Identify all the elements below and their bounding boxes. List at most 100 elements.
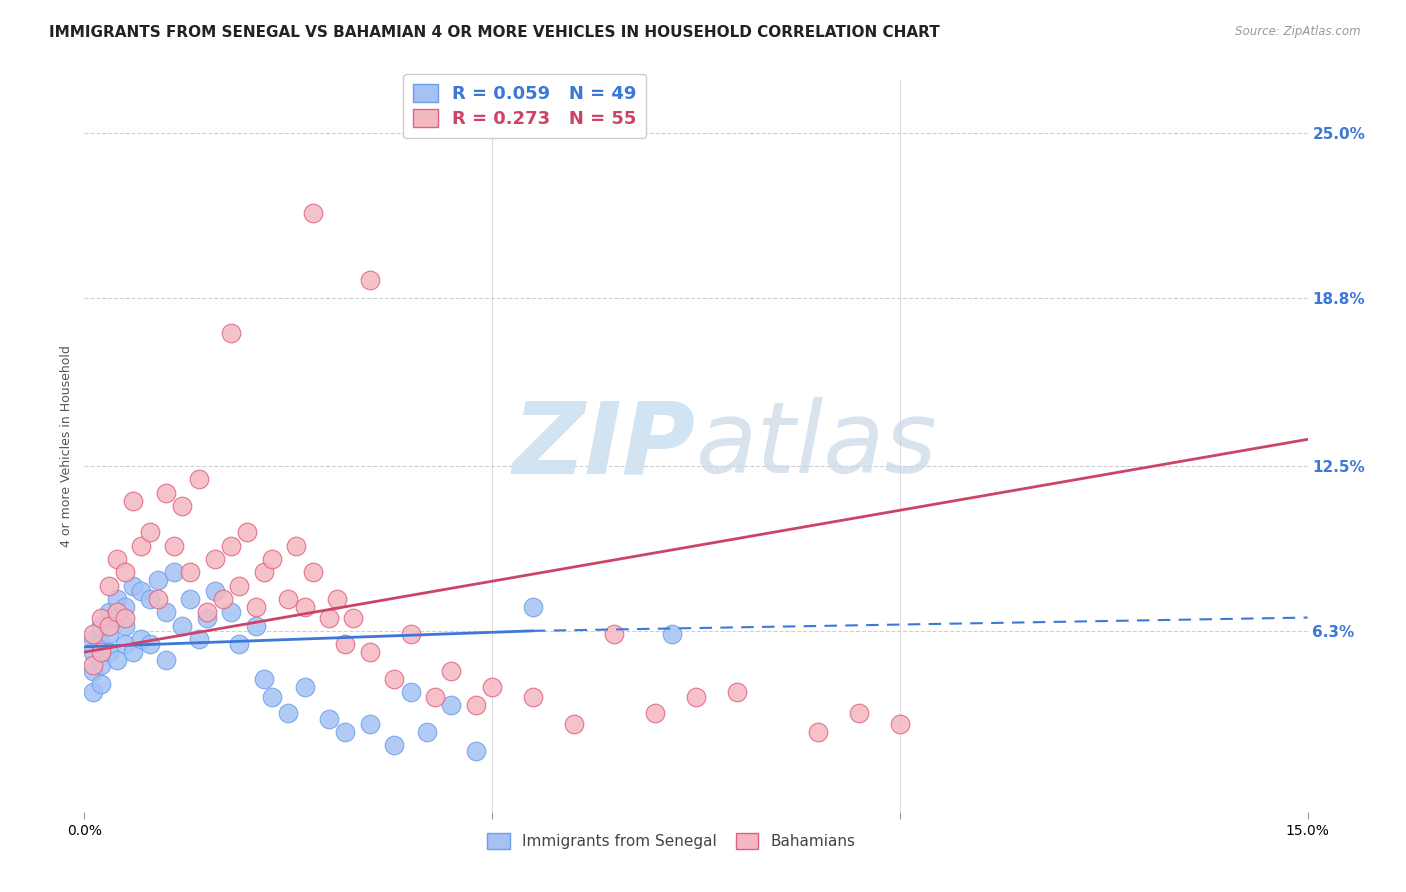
Point (260, 552, 283, 566)
Point (155, 485, 177, 500)
Point (97, 626, 120, 640)
Point (661, 626, 683, 640)
Point (195, 605, 218, 619)
Point (131, 584, 153, 599)
Point (423, 690, 446, 705)
Point (114, 618, 136, 632)
Point (219, 326, 242, 340)
Point (399, 685, 422, 699)
Point (122, 645, 145, 659)
Point (382, 738, 405, 752)
Point (416, 725, 439, 739)
Text: atlas: atlas (696, 398, 938, 494)
Point (105, 610, 128, 624)
Point (82, 664, 104, 678)
Point (326, 591, 349, 606)
Point (97, 605, 120, 619)
Point (114, 610, 136, 624)
Point (187, 632, 209, 646)
Point (245, 599, 267, 614)
Point (318, 610, 340, 624)
Point (122, 493, 145, 508)
Point (253, 672, 276, 686)
Point (82, 685, 104, 699)
Point (807, 725, 830, 739)
Point (105, 605, 128, 619)
Point (277, 706, 299, 721)
Point (285, 539, 308, 553)
Point (399, 626, 422, 640)
Y-axis label: 4 or more Vehicles in Household: 4 or more Vehicles in Household (60, 345, 73, 547)
Point (318, 712, 340, 726)
Point (163, 539, 186, 553)
Point (90, 637, 112, 651)
Point (382, 672, 405, 686)
Point (179, 566, 201, 580)
Point (481, 680, 503, 694)
Point (522, 599, 544, 614)
Point (97, 618, 120, 632)
Point (253, 566, 276, 580)
Point (294, 680, 316, 694)
Point (440, 698, 463, 713)
Point (131, 632, 153, 646)
Point (155, 653, 177, 667)
Point (82, 658, 104, 673)
Point (97, 645, 120, 659)
Text: ZIP: ZIP (513, 398, 696, 494)
Point (359, 717, 381, 731)
Point (725, 685, 748, 699)
Point (301, 206, 323, 220)
Point (195, 610, 218, 624)
Point (105, 653, 128, 667)
Point (114, 637, 136, 651)
Point (335, 725, 357, 739)
Point (277, 591, 299, 606)
Point (138, 637, 160, 651)
Point (172, 499, 194, 513)
Point (138, 591, 160, 606)
Point (464, 743, 486, 757)
Point (204, 584, 226, 599)
Point (236, 525, 259, 540)
Point (97, 579, 120, 593)
Point (105, 552, 128, 566)
Point (644, 706, 666, 721)
Point (245, 618, 267, 632)
Point (146, 591, 169, 606)
Point (82, 626, 104, 640)
Point (187, 472, 209, 486)
Point (122, 579, 145, 593)
Point (146, 574, 169, 588)
Point (228, 637, 250, 651)
Point (114, 566, 136, 580)
Point (138, 525, 160, 540)
Legend: Immigrants from Senegal, Bahamians: Immigrants from Senegal, Bahamians (481, 827, 862, 855)
Point (603, 626, 626, 640)
Point (179, 591, 201, 606)
Point (335, 637, 357, 651)
Point (90, 610, 112, 624)
Point (562, 717, 585, 731)
Point (359, 273, 381, 287)
Point (90, 658, 112, 673)
Point (90, 645, 112, 659)
Point (342, 610, 364, 624)
Point (219, 605, 242, 619)
Point (105, 591, 128, 606)
Point (90, 677, 112, 691)
Point (685, 690, 707, 705)
Point (131, 539, 153, 553)
Point (359, 645, 381, 659)
Point (172, 618, 194, 632)
Point (212, 591, 235, 606)
Point (163, 566, 186, 580)
Point (440, 664, 463, 678)
Text: Source: ZipAtlas.com: Source: ZipAtlas.com (1236, 25, 1361, 38)
Point (82, 645, 104, 659)
Point (82, 632, 104, 646)
Point (848, 706, 870, 721)
Point (260, 690, 283, 705)
Point (114, 599, 136, 614)
Point (155, 605, 177, 619)
